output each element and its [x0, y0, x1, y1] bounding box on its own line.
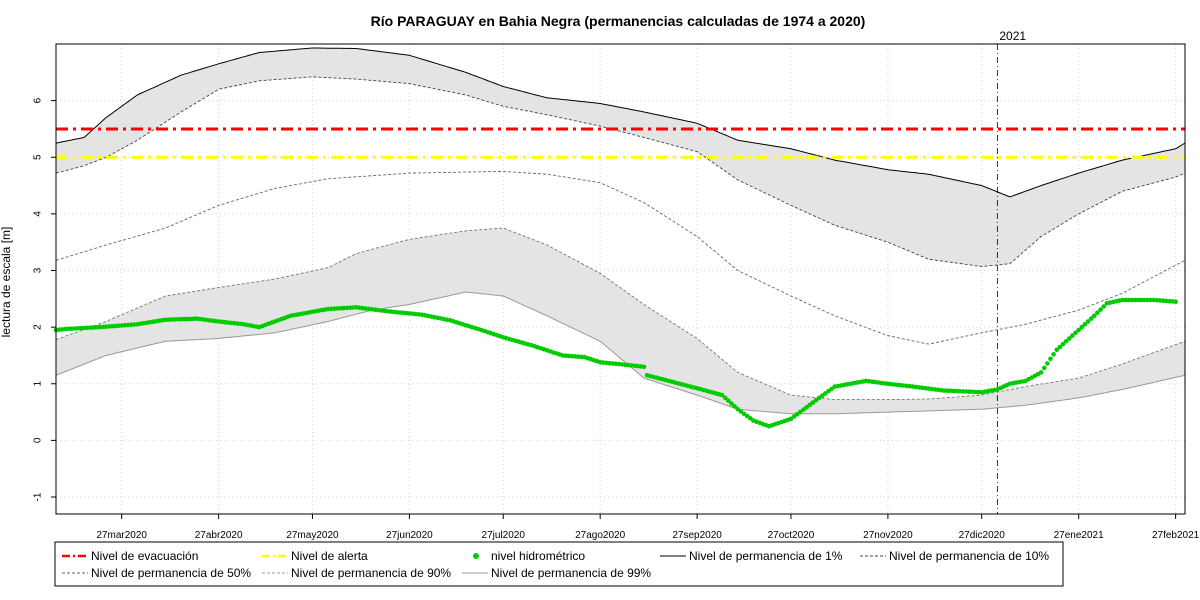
observed-point: [1173, 299, 1178, 305]
observed-point: [1101, 304, 1106, 309]
observed-point: [823, 391, 828, 396]
observed-point: [1051, 352, 1056, 357]
x-tick-label: 27may2020: [286, 530, 339, 541]
y-tick-label: 1: [33, 381, 44, 387]
observed-point: [1063, 339, 1069, 344]
x-tick-label: 27ago2020: [575, 530, 625, 541]
observed-point: [723, 395, 728, 401]
legend-label: Nivel de permanencia de 99%: [491, 566, 651, 580]
year-marker-label: 2021: [999, 29, 1026, 43]
observed-point: [172, 317, 178, 322]
observed-point: [1082, 322, 1088, 327]
y-tick-label: -1: [33, 492, 44, 501]
observed-point: [1054, 347, 1060, 353]
observed-point: [1045, 361, 1050, 366]
observed-point: [1095, 310, 1100, 316]
y-tick-label: 5: [33, 154, 44, 160]
legend-label: Nivel de permanencia de 50%: [91, 566, 251, 580]
y-axis-label: lectura de escala [m]: [0, 227, 13, 338]
observed-point: [1048, 356, 1053, 362]
permanence-line-90pct: [55, 227, 1186, 401]
x-tick-label: 27jul2020: [482, 530, 526, 541]
observed-point: [1042, 365, 1047, 371]
x-tick-label: 27jun2020: [386, 530, 433, 541]
observed-point: [1088, 316, 1094, 321]
legend-label: Nivel de permanencia de 1%: [689, 549, 843, 563]
observed-point: [1073, 330, 1078, 336]
y-tick-label: 2: [33, 324, 44, 330]
observed-point: [1070, 333, 1075, 338]
legend-label: Nivel de permanencia de 10%: [889, 549, 1049, 563]
observed-point: [641, 364, 647, 370]
observed-point: [1129, 297, 1135, 303]
x-tick-label: 27nov2020: [863, 530, 913, 541]
observed-point: [741, 411, 747, 417]
observed-point: [1067, 336, 1072, 341]
legend: Nivel de evacuación Nivel de alerta nivel …: [54, 541, 1064, 587]
observed-point: [957, 389, 963, 394]
y-tick-label: 6: [33, 97, 44, 103]
observed-point: [1076, 327, 1081, 333]
y-tick-label: 4: [33, 211, 44, 217]
band-1: [56, 48, 1185, 267]
observed-point: [810, 400, 816, 405]
legend-label: Nivel de alerta: [291, 549, 368, 563]
legend-box: [54, 541, 1064, 587]
observed-point: [1085, 319, 1091, 324]
observed-point: [1038, 370, 1044, 375]
observed-point: [181, 316, 187, 322]
observed-point: [726, 398, 731, 404]
observed-point: [788, 416, 794, 422]
observed-point: [1057, 344, 1063, 350]
permanence-line-50pct: [55, 170, 1186, 345]
band-2: [56, 228, 1185, 414]
y-tick-label: 3: [33, 267, 44, 273]
observed-point: [732, 404, 737, 409]
observed-point: [1092, 313, 1097, 319]
plot-frame: [55, 43, 1186, 515]
observed-point: [719, 392, 725, 398]
chart-title: Río PARAGUAY en Bahia Negra (permanencia…: [371, 13, 866, 29]
plot-area: 2021 27mar2020 27abr2020 27may2020 27jun2020…: [33, 29, 1200, 541]
observed-point: [1060, 341, 1066, 347]
legend-label: nivel hidrométrico: [491, 549, 585, 563]
permanence-line-1pct: [55, 47, 1186, 198]
legend-symbol-point: [473, 553, 479, 559]
x-tick-label: 27oct2020: [768, 530, 815, 541]
x-tick-label: 27sep2020: [672, 530, 722, 541]
x-tick-label: 27abr2020: [195, 530, 243, 541]
x-tick-label: 27mar2020: [96, 530, 147, 541]
observed-point: [729, 401, 734, 406]
x-tick-label: 27feb2021: [1152, 530, 1200, 541]
observed-point: [1079, 324, 1085, 330]
y-tick-label: 0: [33, 437, 44, 443]
legend-label: Nivel de evacuación: [91, 549, 198, 563]
observed-point: [1142, 297, 1147, 303]
observed-point: [801, 407, 806, 412]
permanence-line-99pct: [55, 291, 1186, 415]
observed-point: [798, 409, 803, 415]
observed-point: [1098, 307, 1103, 312]
x-tick-label: 27dic2020: [959, 530, 1006, 541]
legend-label: Nivel de permanencia de 90%: [291, 566, 451, 580]
permanence-line-10pct: [55, 76, 1186, 267]
x-tick-label: 27ene2021: [1054, 530, 1104, 541]
